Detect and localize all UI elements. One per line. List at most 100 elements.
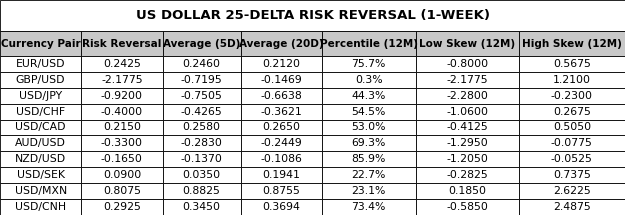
Text: 23.1%: 23.1% [351,186,386,196]
Bar [519,199,625,215]
Text: -0.7195: -0.7195 [181,75,222,85]
Text: -2.1775: -2.1775 [446,75,488,85]
Text: -1.0600: -1.0600 [446,107,488,117]
Text: -0.0525: -0.0525 [551,154,592,164]
Bar [81,104,162,120]
Bar [519,88,625,104]
Text: 0.8755: 0.8755 [262,186,300,196]
Bar [519,104,625,120]
Text: 2.6225: 2.6225 [553,186,591,196]
Text: -0.1086: -0.1086 [261,154,302,164]
Bar [0,183,81,199]
Text: 0.2675: 0.2675 [553,107,591,117]
Bar [519,135,625,151]
Bar [81,72,162,88]
Text: Percentile (12M): Percentile (12M) [320,38,418,49]
Text: 54.5%: 54.5% [351,107,386,117]
Bar [162,199,241,215]
Bar [0,0,625,31]
Text: 0.3450: 0.3450 [182,202,221,212]
Text: 2.4875: 2.4875 [553,202,591,212]
Bar [162,183,241,199]
Bar [322,120,416,135]
Bar [241,104,322,120]
Bar [416,120,519,135]
Text: USD/SEK: USD/SEK [17,170,64,180]
Bar [322,56,416,72]
Text: High Skew (12M): High Skew (12M) [522,38,622,49]
Bar [519,151,625,167]
Bar [0,199,81,215]
Text: 75.7%: 75.7% [351,59,386,69]
Bar [241,167,322,183]
Text: -0.8000: -0.8000 [446,59,488,69]
Bar [0,88,81,104]
Text: 85.9%: 85.9% [351,154,386,164]
Bar [0,56,81,72]
Text: -0.5850: -0.5850 [446,202,488,212]
Bar [162,31,241,56]
Text: 0.2425: 0.2425 [103,59,141,69]
Bar [241,183,322,199]
Text: 0.8825: 0.8825 [182,186,221,196]
Text: 0.0350: 0.0350 [182,170,221,180]
Bar [162,56,241,72]
Bar [519,167,625,183]
Text: -0.1469: -0.1469 [261,75,302,85]
Bar [81,88,162,104]
Bar [416,104,519,120]
Bar [81,151,162,167]
Text: US DOLLAR 25-DELTA RISK REVERSAL (1-WEEK): US DOLLAR 25-DELTA RISK REVERSAL (1-WEEK… [136,9,489,22]
Bar [322,72,416,88]
Bar [241,151,322,167]
Text: USD/CAD: USD/CAD [16,123,66,132]
Text: 0.2580: 0.2580 [182,123,221,132]
Bar [0,151,81,167]
Bar [416,151,519,167]
Bar [241,120,322,135]
Text: -2.2800: -2.2800 [446,91,488,101]
Text: -0.3300: -0.3300 [101,138,143,148]
Text: NZD/USD: NZD/USD [15,154,66,164]
Bar [519,31,625,56]
Text: -1.2050: -1.2050 [446,154,488,164]
Bar [322,199,416,215]
Text: 0.1941: 0.1941 [262,170,300,180]
Bar [322,135,416,151]
Bar [162,88,241,104]
Text: 0.2120: 0.2120 [262,59,300,69]
Text: 0.2925: 0.2925 [103,202,141,212]
Bar [162,135,241,151]
Bar [519,56,625,72]
Bar [162,104,241,120]
Text: -0.4000: -0.4000 [101,107,143,117]
Bar [81,183,162,199]
Text: -2.1775: -2.1775 [101,75,142,85]
Bar [241,72,322,88]
Text: 0.2460: 0.2460 [182,59,221,69]
Bar [241,88,322,104]
Bar [162,167,241,183]
Text: Low Skew (12M): Low Skew (12M) [419,38,515,49]
Bar [519,183,625,199]
Text: Risk Reversal: Risk Reversal [82,38,161,49]
Text: AUD/USD: AUD/USD [15,138,66,148]
Text: -0.0775: -0.0775 [551,138,592,148]
Bar [416,135,519,151]
Bar [162,120,241,135]
Text: Currency Pair: Currency Pair [1,38,81,49]
Text: 69.3%: 69.3% [351,138,386,148]
Text: 0.0900: 0.0900 [102,170,141,180]
Bar [81,135,162,151]
Bar [81,56,162,72]
Text: 0.7375: 0.7375 [553,170,591,180]
Text: -1.2950: -1.2950 [446,138,488,148]
Bar [322,167,416,183]
Bar [0,104,81,120]
Bar [162,72,241,88]
Bar [81,31,162,56]
Bar [162,151,241,167]
Text: 22.7%: 22.7% [351,170,386,180]
Bar [416,56,519,72]
Bar [241,135,322,151]
